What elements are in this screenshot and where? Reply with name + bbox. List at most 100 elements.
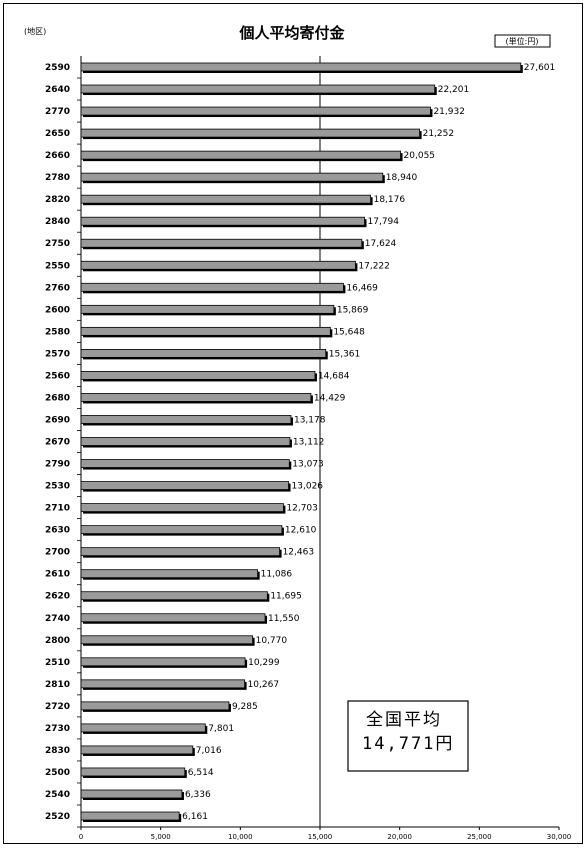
bar [80,62,522,72]
data-label: 6,161 [182,812,208,822]
category-label: 2580 [45,327,70,337]
chart-title: 個人平均寄付金 [238,24,345,42]
category-label: 2610 [45,570,70,580]
bar [80,106,431,116]
data-label: 15,648 [333,327,365,337]
data-label: 12,610 [285,526,317,536]
bar [80,371,316,380]
data-label: 11,695 [270,592,302,602]
bar [80,326,331,336]
data-label: 21,252 [423,129,455,139]
category-label: 2620 [45,592,70,602]
data-label: 12,463 [283,548,315,558]
bar [80,84,436,94]
category-label: 2590 [45,63,70,73]
data-label: 13,073 [292,460,324,470]
data-label: 6,336 [185,790,211,800]
category-label: 2680 [45,393,70,403]
bar [80,657,246,667]
category-label: 2820 [45,195,70,205]
bar [80,172,384,182]
data-label: 16,469 [346,283,378,293]
category-label: 2690 [45,415,70,425]
data-label: 20,055 [404,151,436,161]
data-label: 21,932 [433,107,465,117]
data-label: 10,267 [248,680,279,690]
bar [80,437,291,446]
data-label: 7,801 [208,724,234,734]
category-label: 2830 [45,746,70,756]
bar [80,415,292,424]
bar [80,150,401,160]
bar [80,525,283,535]
bar [80,679,245,689]
category-label: 2560 [45,371,70,381]
data-label: 14,684 [318,371,350,381]
x-tick-label: 10,000 [228,833,253,841]
bar [80,128,421,138]
bar [80,238,363,248]
bar [80,304,335,314]
category-label: 2710 [45,504,70,514]
bar [80,216,365,226]
bar [80,701,230,711]
bar [80,503,284,513]
category-label: 2720 [45,702,70,712]
region-label: (地区) [24,26,46,36]
data-label: 10,770 [256,636,288,646]
data-label: 13,026 [292,482,324,492]
x-tick-label: 25,000 [467,833,492,841]
data-label: 11,086 [261,570,293,580]
category-label: 2600 [45,305,70,315]
data-label: 13,112 [293,438,325,448]
category-label: 2840 [45,217,70,227]
data-label: 22,201 [438,85,470,95]
bar [80,745,194,755]
category-label: 2750 [45,239,70,249]
category-label: 2810 [45,680,70,690]
bar [80,613,266,623]
category-label: 2740 [45,614,70,624]
category-label: 2550 [45,261,70,271]
data-label: 12,703 [286,504,318,514]
category-label: 2510 [45,658,70,668]
category-label: 2790 [45,460,70,470]
category-label: 2660 [45,151,70,161]
national-average-title: 全国平均 [366,710,442,730]
bar [80,194,372,204]
bar [80,591,268,601]
data-label: 9,285 [232,702,258,712]
x-tick-label: 15,000 [308,833,333,841]
bar [80,547,280,557]
national-average-box [347,700,469,772]
category-label: 2640 [45,85,70,95]
bar [80,811,180,821]
bar [80,723,206,733]
bar [80,260,356,270]
category-label: 2540 [45,790,70,800]
category-label: 2760 [45,283,70,293]
category-label: 2770 [45,107,70,117]
category-label: 2500 [45,768,70,778]
category-label: 2530 [45,482,70,492]
data-label: 6,514 [188,768,214,778]
bar [80,459,290,468]
plot-area: 0 5,000 10,000 15,000 20,000 25,000 30,000 2590… [45,56,571,841]
data-label: 18,940 [386,173,418,183]
data-label: 15,869 [337,305,369,315]
category-label: 2670 [45,438,70,448]
category-label: 2700 [45,548,70,558]
category-label: 2800 [45,636,70,646]
bar [80,767,186,777]
data-label: 15,361 [329,349,361,359]
bar [80,481,289,490]
unit-label: (単位:円) [506,36,539,46]
data-label: 17,624 [365,239,397,249]
category-label: 2630 [45,526,70,536]
data-label: 11,550 [268,614,300,624]
category-label: 2520 [45,812,70,822]
data-label: 27,601 [524,63,556,73]
data-label: 13,178 [294,415,326,425]
bar [80,635,254,645]
